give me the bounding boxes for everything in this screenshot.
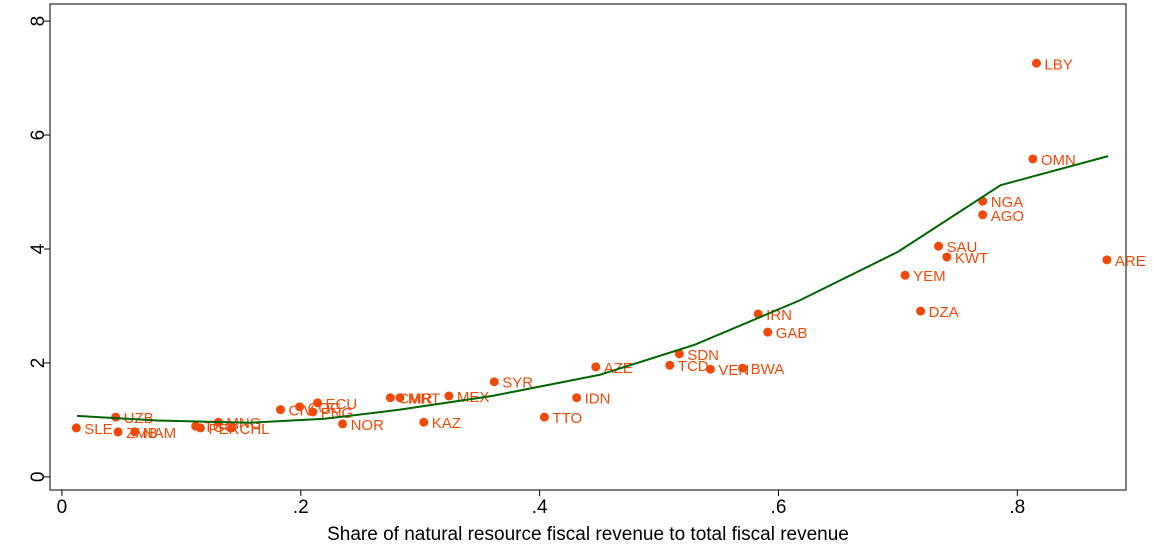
point-label: IDN: [585, 391, 611, 408]
y-tick-label: 0: [28, 472, 49, 483]
point: [489, 377, 499, 387]
point: [539, 412, 549, 422]
point-label: CIV: [288, 403, 313, 420]
y-tick-label: 4: [28, 243, 49, 254]
point: [942, 252, 952, 262]
point-label: MEX: [457, 389, 490, 406]
x-tick-label: .2: [293, 497, 309, 518]
point-label: MRT: [408, 391, 440, 408]
point: [308, 407, 318, 417]
point-label: NAM: [143, 425, 176, 442]
point-label: GAB: [776, 325, 808, 342]
point: [313, 398, 323, 408]
point-label: DZA: [929, 304, 959, 321]
point-label: CMR: [398, 391, 432, 408]
point: [113, 427, 123, 437]
point: [738, 363, 748, 373]
point: [444, 391, 454, 401]
point-label: SYR: [502, 375, 533, 392]
point: [275, 405, 285, 415]
point: [934, 241, 944, 251]
x-tick-label: .8: [1009, 497, 1025, 518]
point-label: SDN: [687, 347, 719, 364]
x-tick-label: .4: [532, 497, 548, 518]
point-label: KAZ: [432, 415, 461, 432]
point: [900, 270, 910, 280]
point-label: SAU: [947, 239, 978, 256]
x-tick-label: .6: [771, 497, 787, 518]
point-label: ARE: [1115, 253, 1146, 270]
fit-line: [76, 155, 1109, 424]
point: [111, 412, 121, 422]
point-label: BWA: [751, 361, 785, 378]
point: [916, 306, 926, 316]
point-label: ECU: [326, 396, 358, 413]
point-label: SLE: [84, 421, 112, 438]
y-tick-label: 8: [28, 16, 49, 27]
point: [1102, 255, 1112, 265]
plot-frame: [49, 3, 1127, 491]
point: [385, 393, 395, 403]
point: [338, 419, 348, 429]
y-tick-label: 2: [28, 358, 49, 369]
point: [978, 210, 988, 220]
point: [419, 417, 429, 427]
point-label: YEM: [913, 268, 946, 285]
point: [295, 402, 305, 412]
point: [71, 423, 81, 433]
point-label: LBY: [1044, 56, 1072, 73]
point-label: MNG: [226, 415, 261, 432]
point-label: AGO: [991, 208, 1024, 225]
point-label: CHL: [240, 421, 270, 438]
point: [195, 423, 205, 433]
point: [130, 427, 140, 437]
point: [1028, 154, 1038, 164]
point-label: NOR: [351, 417, 385, 434]
point: [572, 393, 582, 403]
point-label: NGA: [991, 194, 1024, 211]
y-tick-label: 6: [28, 130, 49, 141]
point: [1031, 58, 1041, 68]
point-label: TCD: [678, 358, 709, 375]
x-tick-label: 0: [57, 497, 68, 518]
point: [763, 327, 773, 337]
point-label: OMN: [1041, 152, 1076, 169]
point-label: KWT: [955, 250, 988, 267]
point: [674, 349, 684, 359]
point: [705, 364, 715, 374]
point-label: TTO: [552, 410, 582, 427]
point-label: TGO: [204, 419, 237, 436]
point: [665, 360, 675, 370]
point: [591, 362, 601, 372]
point: [395, 393, 405, 403]
point: [227, 423, 237, 433]
x-axis-label: Share of natural resource fiscal revenue…: [327, 524, 849, 545]
